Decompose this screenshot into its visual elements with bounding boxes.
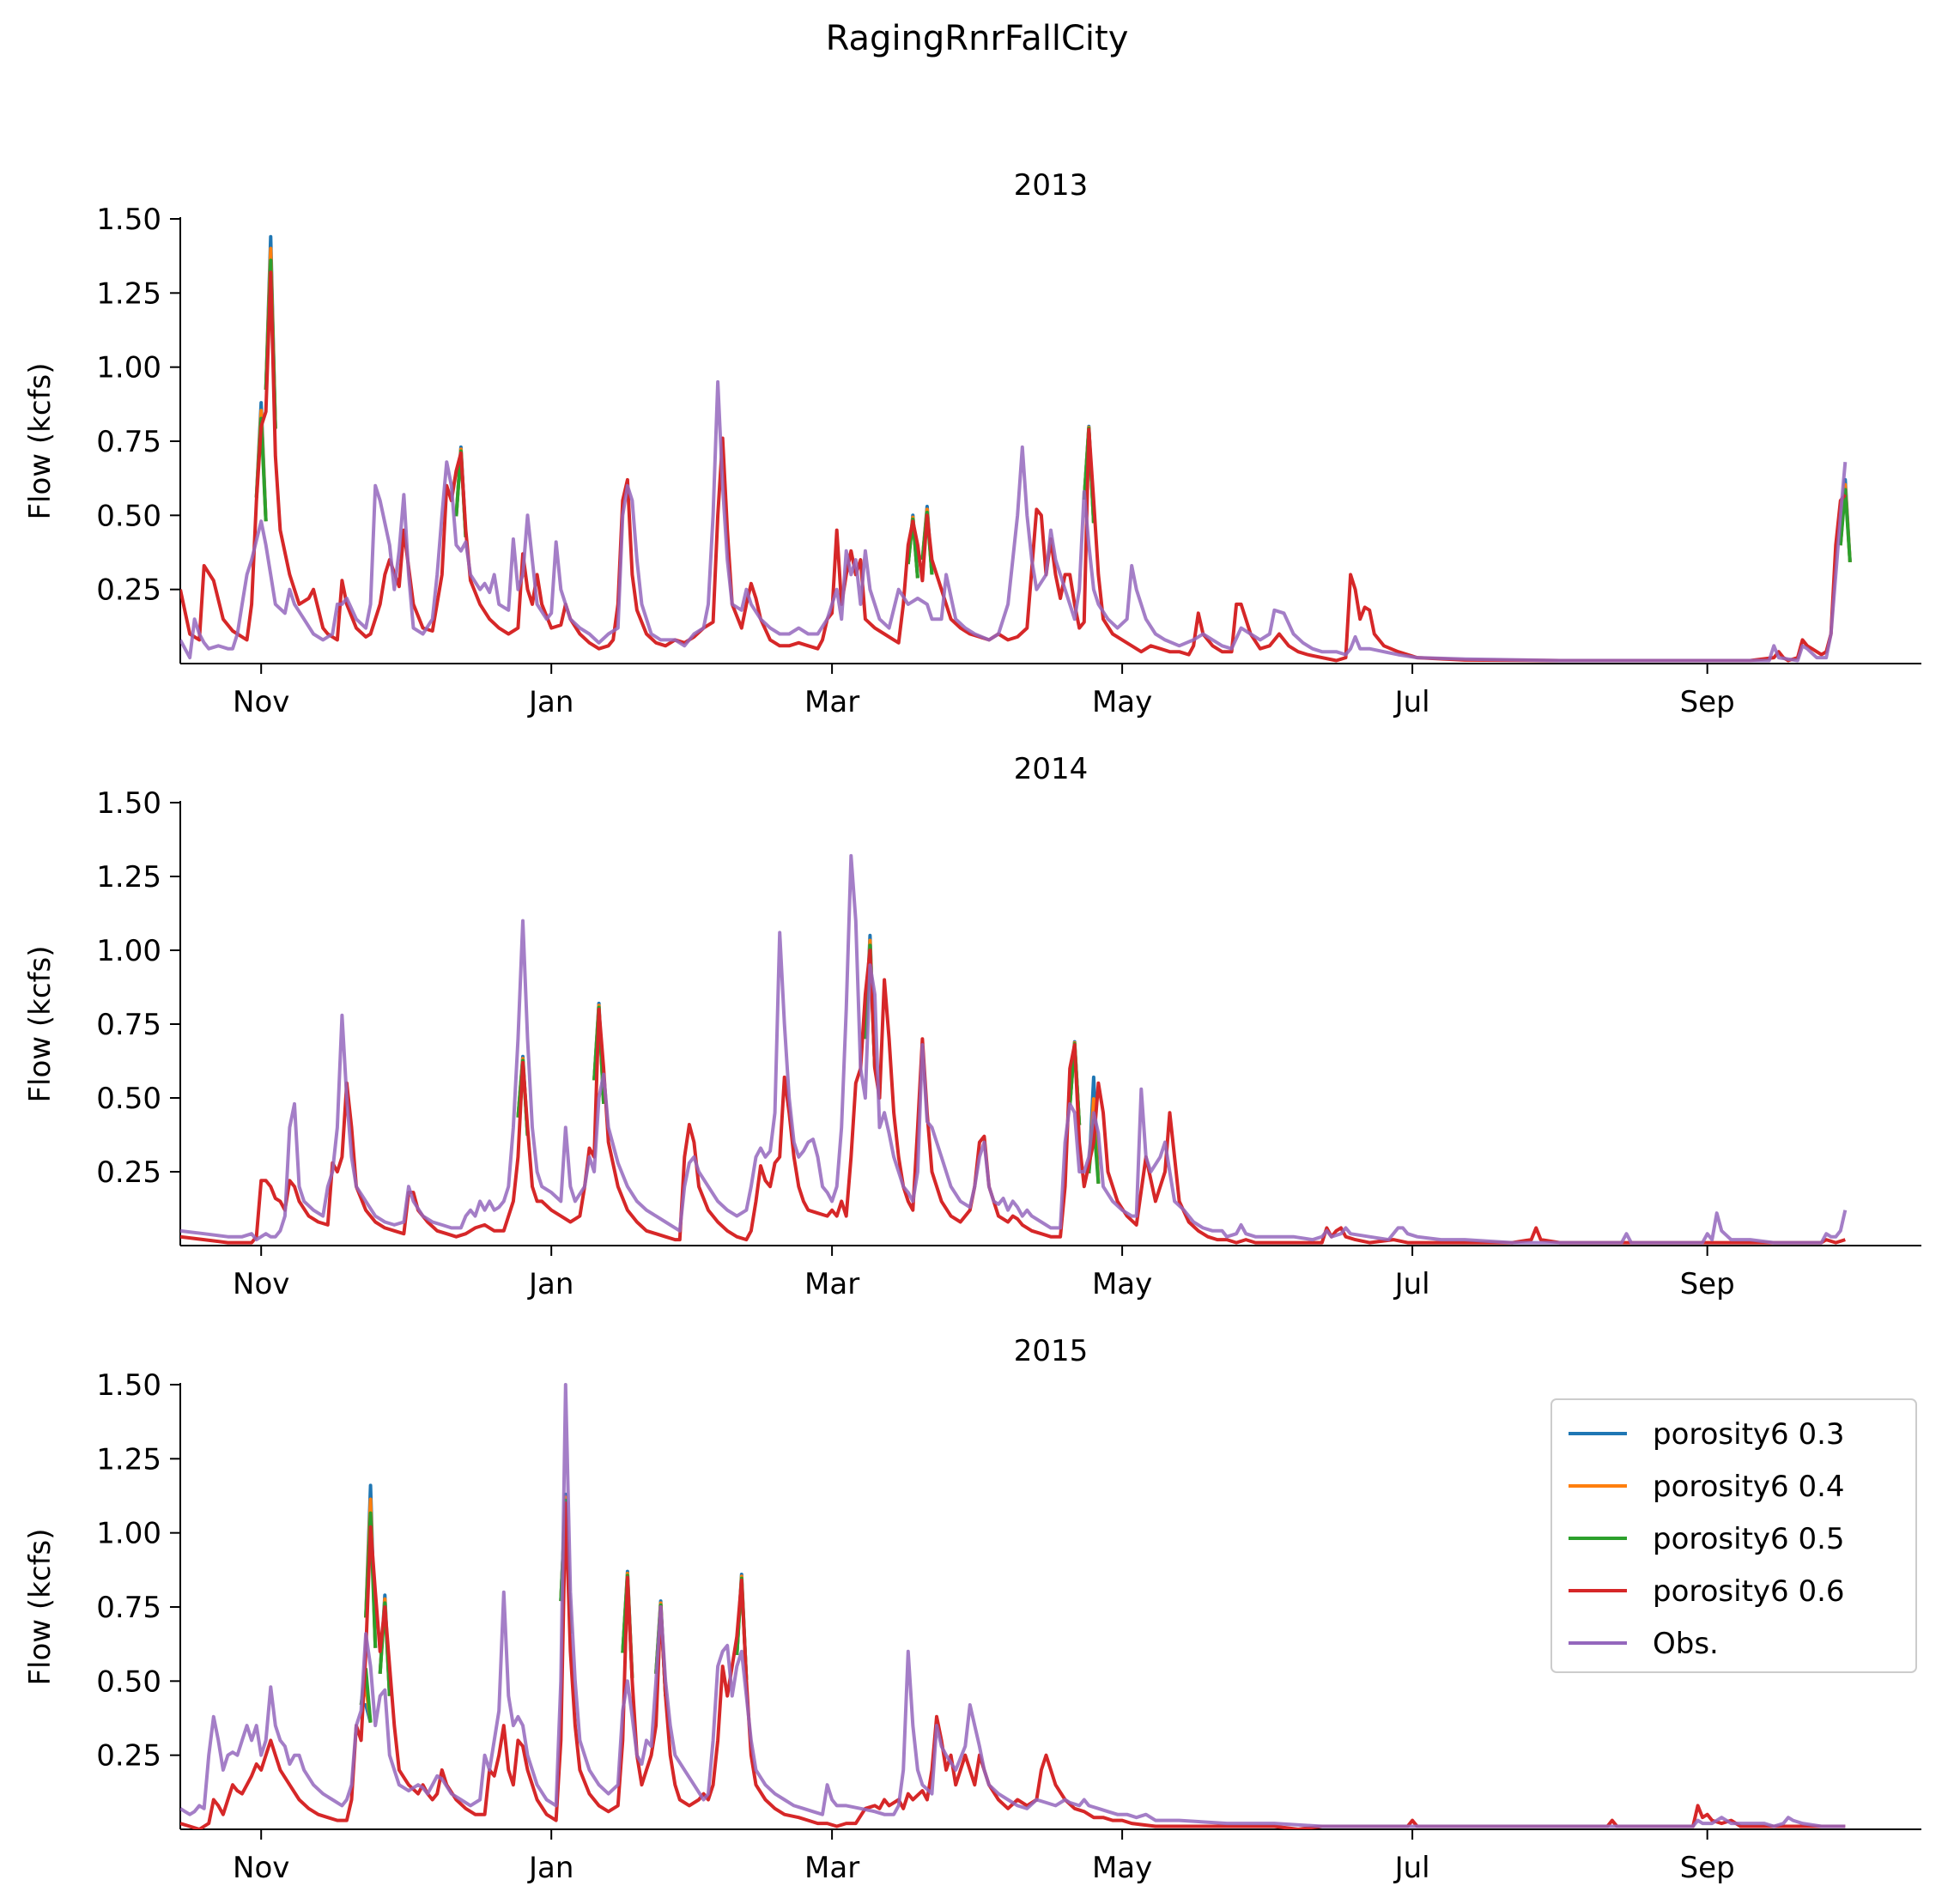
legend-label: porosity6 0.3 <box>1653 1417 1845 1452</box>
y-tick-label: 1.50 <box>96 203 161 237</box>
y-axis-label: Flow (kcfs) <box>23 945 58 1102</box>
y-tick-label: 0.50 <box>96 499 161 533</box>
x-tick-label: Nov <box>233 1851 289 1885</box>
series-line-obs <box>180 379 1848 663</box>
y-tick-label: 0.75 <box>96 1591 161 1625</box>
x-tick-label: Jul <box>1393 1851 1430 1885</box>
x-tick-label: Jan <box>527 1267 573 1301</box>
legend-label: porosity6 0.4 <box>1653 1470 1845 1504</box>
y-tick-label: 1.25 <box>96 276 161 311</box>
y-tick-label: 1.50 <box>96 1368 161 1403</box>
legend-label: Obs. <box>1653 1627 1719 1661</box>
panel-title-2014: 2014 <box>1014 752 1089 786</box>
x-tick-label: Jul <box>1393 685 1430 719</box>
x-tick-label: May <box>1092 1851 1152 1885</box>
x-tick-label: Sep <box>1680 1851 1735 1885</box>
y-tick-label: 1.25 <box>96 860 161 894</box>
panel-title-2015: 2015 <box>1014 1334 1089 1368</box>
y-tick-label: 0.50 <box>96 1664 161 1699</box>
x-tick-label: Jan <box>527 685 573 719</box>
x-tick-label: Nov <box>233 685 289 719</box>
x-tick-label: Sep <box>1680 1267 1735 1301</box>
y-tick-label: 1.50 <box>96 786 161 821</box>
x-tick-label: May <box>1092 1267 1152 1301</box>
x-tick-label: Mar <box>804 685 859 719</box>
series-line-porosity6-0-5 <box>906 517 919 579</box>
y-tick-label: 0.50 <box>96 1082 161 1116</box>
y-tick-label: 0.75 <box>96 1008 161 1042</box>
y-tick-label: 0.25 <box>96 573 161 608</box>
y-tick-label: 0.25 <box>96 1155 161 1190</box>
y-tick-label: 0.75 <box>96 425 161 459</box>
y-tick-label: 1.00 <box>96 934 161 968</box>
x-tick-label: Jul <box>1393 1267 1430 1301</box>
legend-label: porosity6 0.6 <box>1653 1574 1845 1609</box>
series-line-obs <box>180 1383 1846 1828</box>
y-tick-label: 1.00 <box>96 1517 161 1551</box>
series-line-porosity6-0-6 <box>180 949 1846 1245</box>
series-line-porosity6-0-6 <box>180 270 1847 663</box>
y-axis-label: Flow (kcfs) <box>23 1528 58 1685</box>
series-line-porosity6-0-5 <box>1838 488 1852 563</box>
y-tick-label: 0.25 <box>96 1739 161 1774</box>
x-tick-label: Nov <box>233 1267 289 1301</box>
x-tick-label: Jan <box>527 1851 573 1885</box>
panel-title-2013: 2013 <box>1014 168 1089 203</box>
x-tick-label: Mar <box>804 1267 859 1301</box>
legend-box <box>1550 1398 1917 1673</box>
series-line-obs <box>180 853 1848 1245</box>
x-tick-label: May <box>1092 685 1152 719</box>
y-tick-label: 1.25 <box>96 1442 161 1477</box>
y-axis-label: Flow (kcfs) <box>23 362 58 519</box>
x-tick-label: Mar <box>804 1851 859 1885</box>
legend-label: porosity6 0.5 <box>1653 1522 1845 1556</box>
x-tick-label: Sep <box>1680 685 1735 719</box>
y-tick-label: 1.00 <box>96 351 161 385</box>
figure-title: RagingRnrFallCity <box>825 19 1129 58</box>
